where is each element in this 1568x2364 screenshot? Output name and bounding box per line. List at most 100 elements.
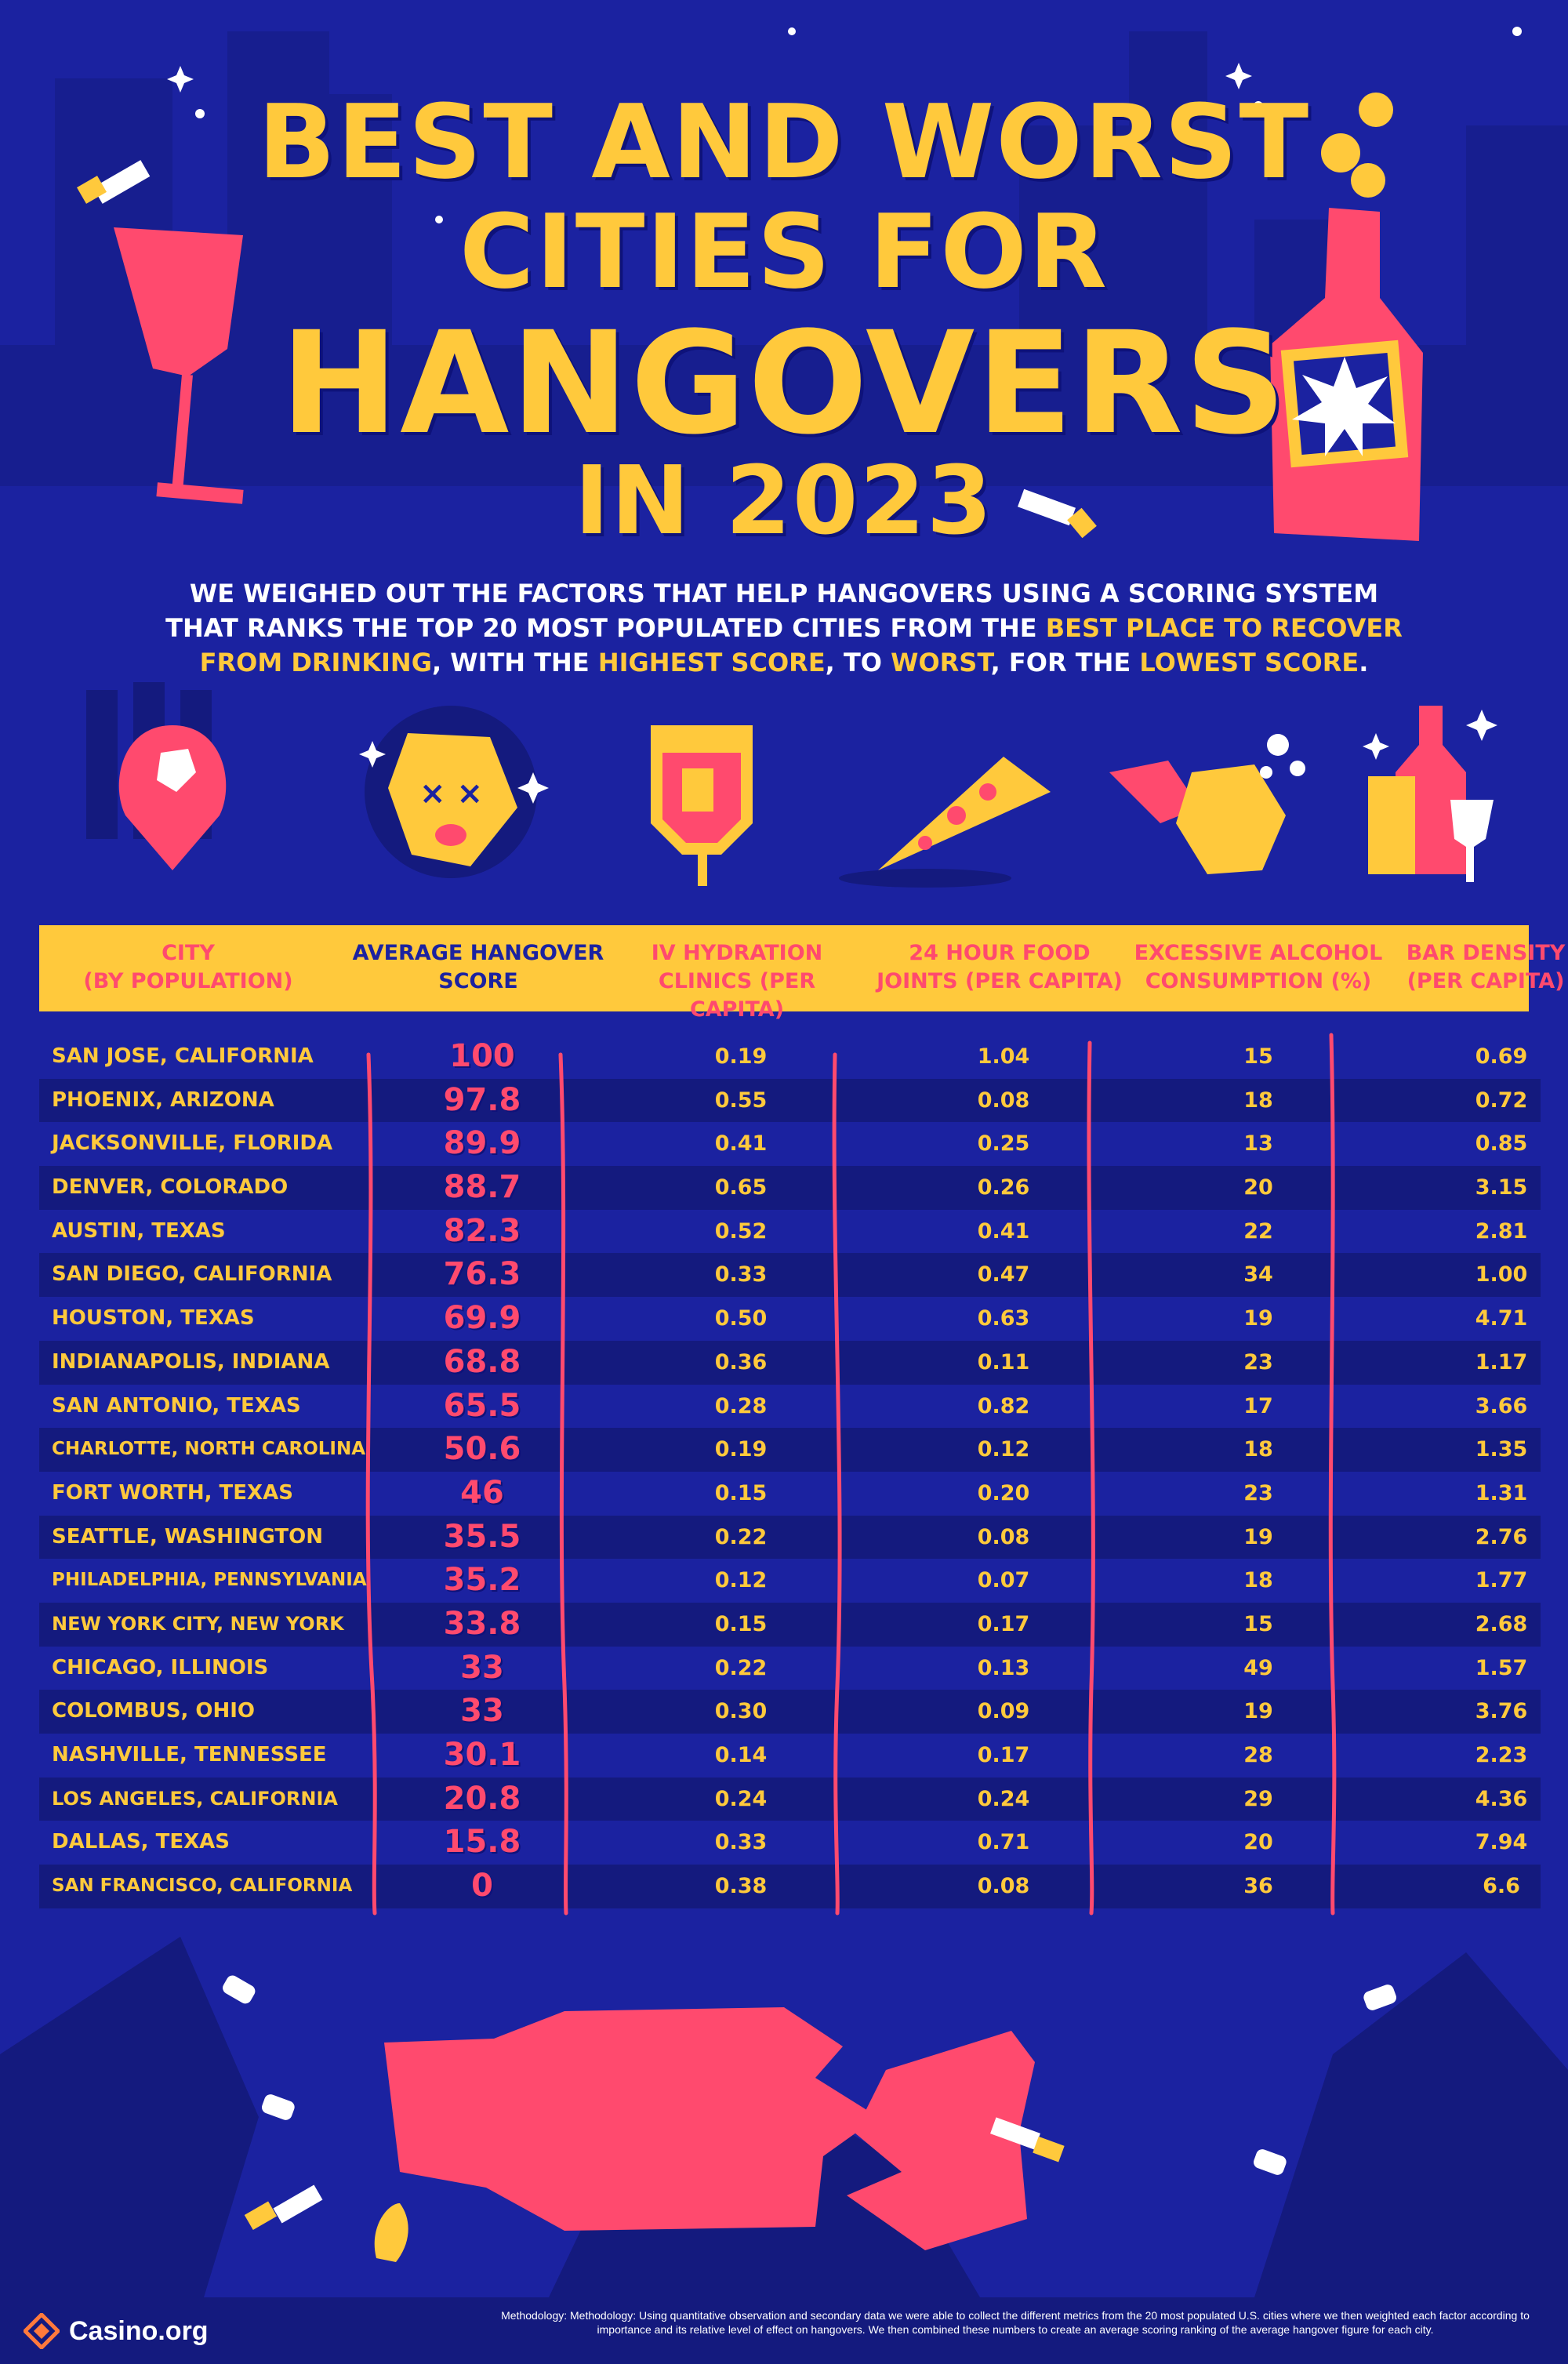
header-score: AVERAGE HANGOVER SCORE	[345, 939, 612, 996]
iv-cell: 0.55	[714, 1088, 768, 1113]
iv-cell: 0.38	[714, 1874, 768, 1899]
bar-cell: 2.76	[1475, 1524, 1528, 1549]
score-cell: 88.7	[443, 1169, 521, 1206]
header-food-line2: JOINTS (PER CAPITA)	[877, 969, 1123, 993]
header-alcohol: EXCESSIVE ALCOHOL CONSUMPTION (%)	[1129, 939, 1388, 996]
header-food: 24 HOUR FOOD JOINTS (PER CAPITA)	[870, 939, 1129, 996]
bar-cell: 1.77	[1475, 1568, 1528, 1593]
wine-glass-icon	[114, 227, 244, 504]
cigarette-icon	[244, 2117, 1065, 2231]
bar-cell: 4.71	[1475, 1306, 1528, 1331]
score-cell: 33	[460, 1649, 504, 1686]
food-cell: 0.11	[977, 1349, 1030, 1374]
drinks-icon	[1363, 706, 1497, 882]
subtitle-highlight: BEST PLACE TO RECOVER FROM DRINKING	[199, 613, 1403, 677]
alcohol-cell: 18	[1243, 1088, 1273, 1113]
iv-cell: 0.15	[714, 1611, 768, 1636]
alcohol-cell: 13	[1243, 1131, 1273, 1157]
header-bar-line2: (PER CAPITA)	[1406, 969, 1565, 993]
iv-cell: 0.30	[714, 1699, 768, 1724]
city-cell: SAN FRANCISCO, CALIFORNIA	[52, 1876, 353, 1897]
city-cell: PHOENIX, ARIZONA	[52, 1088, 274, 1112]
iv-cell: 0.12	[714, 1568, 768, 1593]
header-bar-density: BAR DENSITY (PER CAPITA)	[1372, 939, 1568, 996]
header-alcohol-line1: EXCESSIVE ALCOHOL	[1134, 941, 1383, 965]
food-cell: 0.26	[977, 1175, 1030, 1200]
subtitle: WE WEIGHED OUT THE FACTORS THAT HELP HAN…	[157, 576, 1411, 680]
table-row: SEATTLE, WASHINGTON 35.5 0.22 0.08 19 2.76	[39, 1515, 1541, 1560]
iv-cell: 0.65	[714, 1175, 768, 1200]
alcohol-cell: 34	[1243, 1262, 1273, 1287]
alcohol-cell: 15	[1243, 1611, 1273, 1636]
table-row: AUSTIN, TEXAS 82.3 0.52 0.41 22 2.81	[39, 1210, 1541, 1254]
table-header: CITY (BY POPULATION) AVERAGE HANGOVER SC…	[39, 925, 1565, 1022]
subtitle-highlight: WORST	[891, 648, 991, 677]
alcohol-cell: 17	[1243, 1393, 1273, 1418]
skyline-illustration	[0, 27, 1568, 541]
cigarette-icon	[77, 160, 1097, 539]
pizza-slice-icon	[839, 757, 1051, 888]
table-row: PHILADELPHIA, PENNSYLVANIA 35.2 0.12 0.07 18…	[39, 1559, 1541, 1603]
food-cell: 1.04	[977, 1044, 1030, 1069]
bar-cell: 6.6	[1483, 1874, 1520, 1899]
food-cell: 0.09	[977, 1699, 1030, 1724]
city-cell: NASHVILLE, TENNESSEE	[52, 1743, 327, 1767]
score-cell: 33	[460, 1693, 504, 1730]
food-cell: 0.25	[977, 1131, 1030, 1157]
table-row: SAN DIEGO, CALIFORNIA 76.3 0.33 0.47 34 1.00	[39, 1253, 1541, 1298]
bar-cell: 0.85	[1475, 1131, 1528, 1157]
table-row: HOUSTON, TEXAS 69.9 0.50 0.63 19 4.71	[39, 1297, 1541, 1341]
alcohol-cell: 23	[1243, 1480, 1273, 1505]
score-cell: 68.8	[443, 1343, 521, 1380]
subtitle-text: , FOR THE	[990, 648, 1140, 677]
header-iv: IV HYDRATION CLINICS (PER CAPITA)	[612, 939, 862, 1024]
header-iv-line2: CLINICS (PER CAPITA)	[658, 969, 816, 1022]
table-row: INDIANAPOLIS, INDIANA 68.8 0.36 0.11 23 1.17	[39, 1340, 1541, 1385]
bar-cell: 3.15	[1475, 1175, 1528, 1200]
alcohol-cell: 36	[1243, 1874, 1273, 1899]
header-alcohol-line2: CONSUMPTION (%)	[1145, 969, 1372, 993]
city-cell: SAN JOSE, CALIFORNIA	[52, 1044, 314, 1068]
header-food-line1: 24 HOUR FOOD	[909, 941, 1091, 965]
bar-cell: 3.66	[1475, 1393, 1528, 1418]
bar-cell: 1.35	[1475, 1437, 1528, 1462]
table-body: SAN JOSE, CALIFORNIA 100 0.19 1.04 15 0.69 PH…	[39, 1035, 1541, 1908]
score-cell: 69.9	[443, 1300, 521, 1337]
alcohol-cell: 20	[1243, 1175, 1273, 1200]
food-cell: 0.24	[977, 1786, 1030, 1811]
table-row: PHOENIX, ARIZONA 97.8 0.55 0.08 18 0.72	[39, 1078, 1541, 1123]
city-cell: AUSTIN, TEXAS	[52, 1218, 226, 1243]
score-cell: 82.3	[443, 1212, 521, 1249]
header-city: CITY (BY POPULATION)	[55, 939, 321, 996]
subtitle-text: WE WEIGHED OUT THE FACTORS THAT HELP HAN…	[165, 579, 1379, 643]
alcohol-cell: 22	[1243, 1218, 1273, 1244]
iv-cell: 0.14	[714, 1743, 768, 1767]
bar-cell: 2.68	[1475, 1611, 1528, 1636]
alcohol-cell: 28	[1243, 1743, 1273, 1767]
food-cell: 0.41	[977, 1218, 1030, 1244]
footer: Casino.org Methodology: Methodology: Usi…	[0, 2297, 1568, 2364]
iv-cell: 0.28	[714, 1393, 768, 1418]
title-line-2: CITIES FOR	[459, 192, 1109, 311]
column-icons: × ×	[86, 682, 1497, 888]
food-cell: 0.17	[977, 1743, 1030, 1767]
city-cell: CHARLOTTE, NORTH CAROLINA	[52, 1439, 366, 1460]
alcohol-cell: 19	[1243, 1699, 1273, 1724]
food-cell: 0.08	[977, 1088, 1030, 1113]
city-cell: CHICAGO, ILLINOIS	[52, 1655, 269, 1679]
score-cell: 100	[449, 1038, 515, 1074]
alcohol-cell: 15	[1243, 1044, 1273, 1069]
header-score-line1: AVERAGE HANGOVER	[352, 941, 604, 965]
iv-cell: 0.36	[714, 1349, 768, 1374]
bar-cell: 3.76	[1475, 1699, 1528, 1724]
casino-logo[interactable]: Casino.org	[24, 2311, 209, 2351]
header-iv-line1: IV HYDRATION	[651, 941, 823, 965]
iv-cell: 0.33	[714, 1262, 768, 1287]
title-line-1: BEST AND WORST	[257, 82, 1311, 202]
alcohol-cell: 18	[1243, 1568, 1273, 1593]
score-cell: 46	[460, 1474, 504, 1511]
alcohol-cell: 19	[1243, 1306, 1273, 1331]
table-row: DALLAS, TEXAS 15.8 0.33 0.71 20 7.94	[39, 1821, 1541, 1865]
header-bar-line1: BAR DENSITY	[1406, 941, 1566, 965]
city-cell: PHILADELPHIA, PENNSYLVANIA	[52, 1570, 367, 1591]
